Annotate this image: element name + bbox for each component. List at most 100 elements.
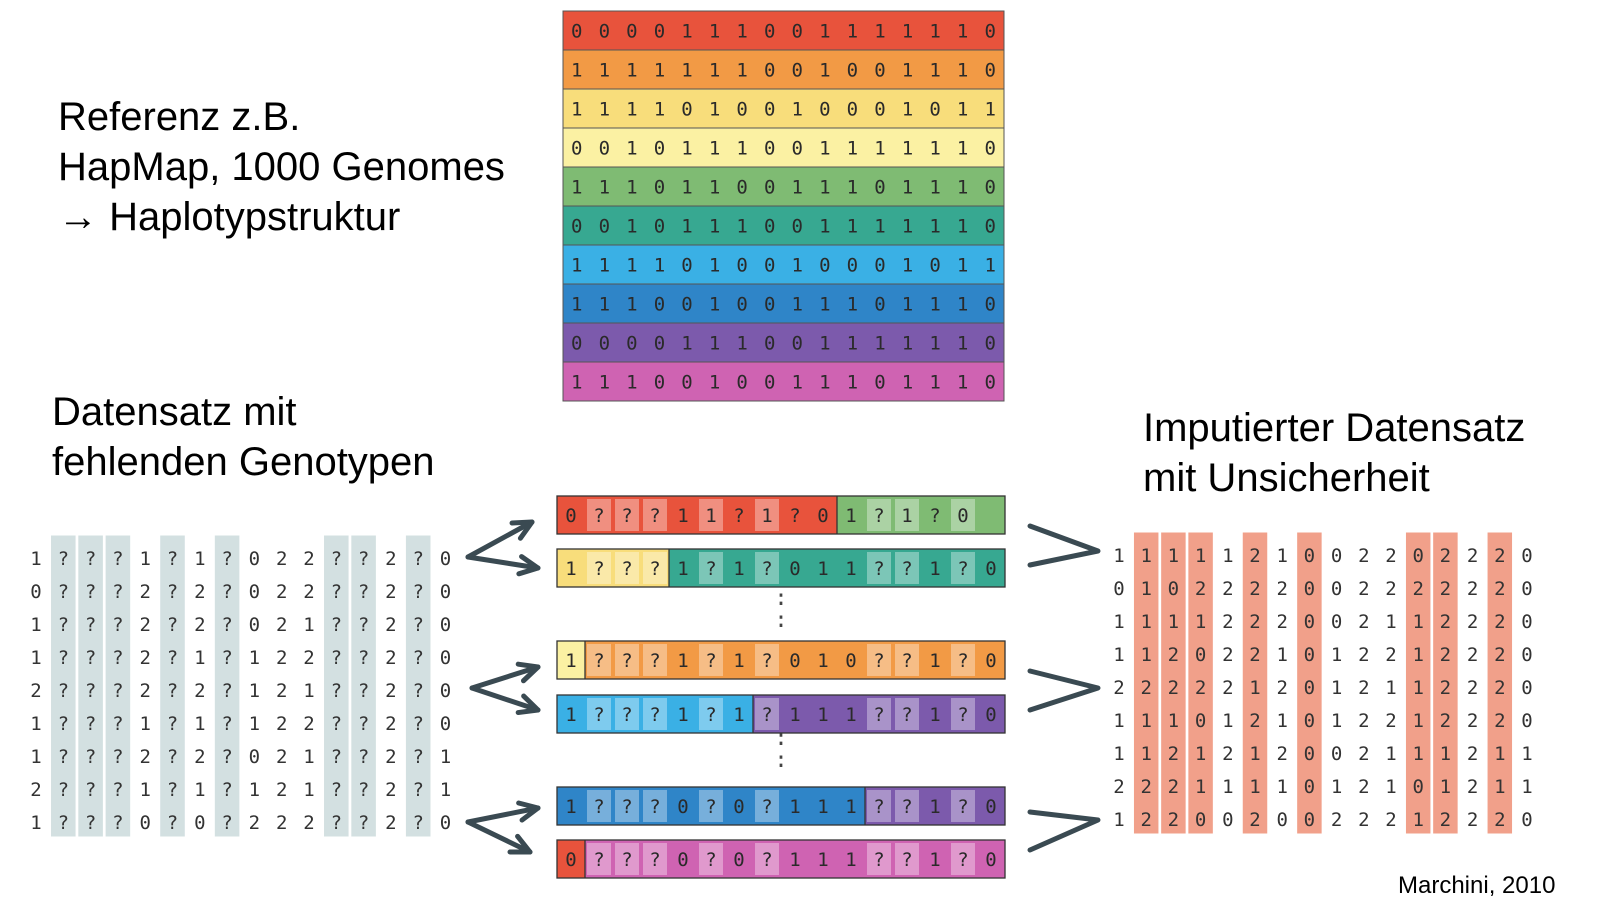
genotype-value: 2: [1249, 809, 1260, 831]
genotype-value: 1: [303, 680, 314, 702]
reference-allele: 0: [984, 21, 995, 43]
reference-allele: 1: [626, 255, 637, 277]
genotype-value: 1: [249, 713, 260, 735]
haplotype-allele: ?: [901, 849, 912, 871]
genotype-value: 1: [1276, 710, 1287, 732]
reference-allele: 1: [736, 216, 747, 238]
reference-allele: 1: [957, 21, 968, 43]
phased-haplotype-bar: 1??? 1? 1? 1 1 1?? 1? 0: [556, 694, 1006, 734]
reference-allele: 1: [819, 60, 830, 82]
reference-allele: 1: [599, 99, 610, 121]
haplotype-allele: ?: [705, 558, 716, 580]
genotype-value: ?: [167, 746, 178, 768]
reference-allele: 1: [847, 333, 858, 355]
unknown-site-shade: [895, 552, 919, 584]
reference-allele: 1: [599, 177, 610, 199]
reference-allele: 0: [984, 216, 995, 238]
genotype-value: 2: [303, 548, 314, 570]
genotype-value: 2: [276, 779, 287, 801]
genotype-value: 2: [276, 680, 287, 702]
reference-allele: 0: [929, 255, 940, 277]
reference-allele: 0: [874, 99, 885, 121]
genotype-value: ?: [221, 713, 232, 735]
genotype-value: 2: [1467, 644, 1478, 666]
haplotype-allele: 1: [845, 558, 856, 580]
unknown-site-shade: [615, 790, 639, 822]
phased-haplotype-bar: 1??? 0? 0? 1 1 1?? 1? 0: [556, 786, 1006, 826]
genotype-value: ?: [358, 647, 369, 669]
haplotype-allele: ?: [593, 849, 604, 871]
unknown-site-shade: [699, 552, 723, 584]
genotype-value: ?: [412, 614, 423, 636]
haplotype-allele: ?: [593, 505, 604, 527]
genotype-value: 1: [1249, 776, 1260, 798]
genotype-value: 2: [303, 713, 314, 735]
genotype-value: 0: [1304, 809, 1315, 831]
genotype-value: ?: [358, 548, 369, 570]
genotype-value: 2: [1222, 644, 1233, 666]
genotype-value: 0: [249, 746, 260, 768]
reference-haplotype-row: [562, 88, 1005, 129]
haplotype-allele: ?: [929, 505, 940, 527]
genotype-value: 2: [276, 812, 287, 834]
haplotype-allele: ?: [621, 505, 632, 527]
missing-label-line-2: fehlenden Genotypen: [52, 440, 435, 484]
reference-allele: 0: [792, 216, 803, 238]
reference-allele: 1: [626, 99, 637, 121]
bar-outline: [556, 694, 1006, 734]
split-arrow: [469, 661, 541, 716]
genotype-value: 1: [1331, 776, 1342, 798]
split-arrow: [465, 519, 541, 577]
reference-allele: 1: [819, 216, 830, 238]
genotype-value: 2: [385, 647, 396, 669]
genotype-value: ?: [58, 812, 69, 834]
genotype-value: 1: [1140, 710, 1151, 732]
genotype-value: 2: [276, 581, 287, 603]
genotype-value: ?: [85, 746, 96, 768]
haplotype-allele: 1: [677, 558, 688, 580]
genotype-value: 2: [303, 647, 314, 669]
reference-allele: 1: [929, 60, 940, 82]
genotype-value: 1: [1412, 809, 1423, 831]
haplotype-segment: [557, 695, 753, 733]
genotype-value: 1: [440, 779, 451, 801]
genotype-value: 0: [139, 812, 150, 834]
reference-allele: 1: [929, 372, 940, 394]
haplotype-allele: ?: [957, 849, 968, 871]
haplotype-allele: 1: [929, 704, 940, 726]
shaded-column: [1242, 532, 1268, 834]
reference-haplotype-row: [562, 322, 1005, 363]
haplotype-allele: ?: [957, 796, 968, 818]
genotype-value: 1: [303, 746, 314, 768]
haplotype-allele: 0: [733, 849, 744, 871]
haplotype-allele: ?: [621, 796, 632, 818]
unknown-site-shade: [643, 790, 667, 822]
haplotype-allele: 1: [929, 849, 940, 871]
genotype-value: 1: [1168, 710, 1179, 732]
genotype-value: ?: [58, 680, 69, 702]
reference-allele: 1: [709, 333, 720, 355]
reference-allele: 1: [599, 294, 610, 316]
shaded-column: [1433, 532, 1458, 834]
imputed-label-line-2: mit Unsicherheit: [1143, 456, 1430, 500]
reference-allele: 0: [792, 333, 803, 355]
haplotype-allele: ?: [761, 849, 772, 871]
haplotype-allele: 1: [565, 704, 576, 726]
genotype-value: 1: [1168, 545, 1179, 567]
haplotype-allele: 0: [845, 650, 856, 672]
unknown-site-shade: [951, 552, 975, 584]
haplotype-segment: [669, 549, 1005, 587]
genotype-value: 0: [1304, 611, 1315, 633]
unknown-site-shade: [587, 499, 611, 531]
genotype-value: 1: [1494, 743, 1505, 765]
phased-haplotype-bar: 0??? 0? 0? 1 1 1?? 1? 0: [556, 839, 1006, 879]
unknown-site-shade: [587, 552, 611, 584]
genotype-value: 2: [30, 680, 41, 702]
unknown-site-shade: [895, 843, 919, 875]
genotype-value: ?: [85, 812, 96, 834]
haplotype-allele: 0: [677, 796, 688, 818]
genotype-value: 2: [1494, 578, 1505, 600]
haplotype-allele: ?: [873, 796, 884, 818]
unknown-site-shade: [699, 790, 723, 822]
